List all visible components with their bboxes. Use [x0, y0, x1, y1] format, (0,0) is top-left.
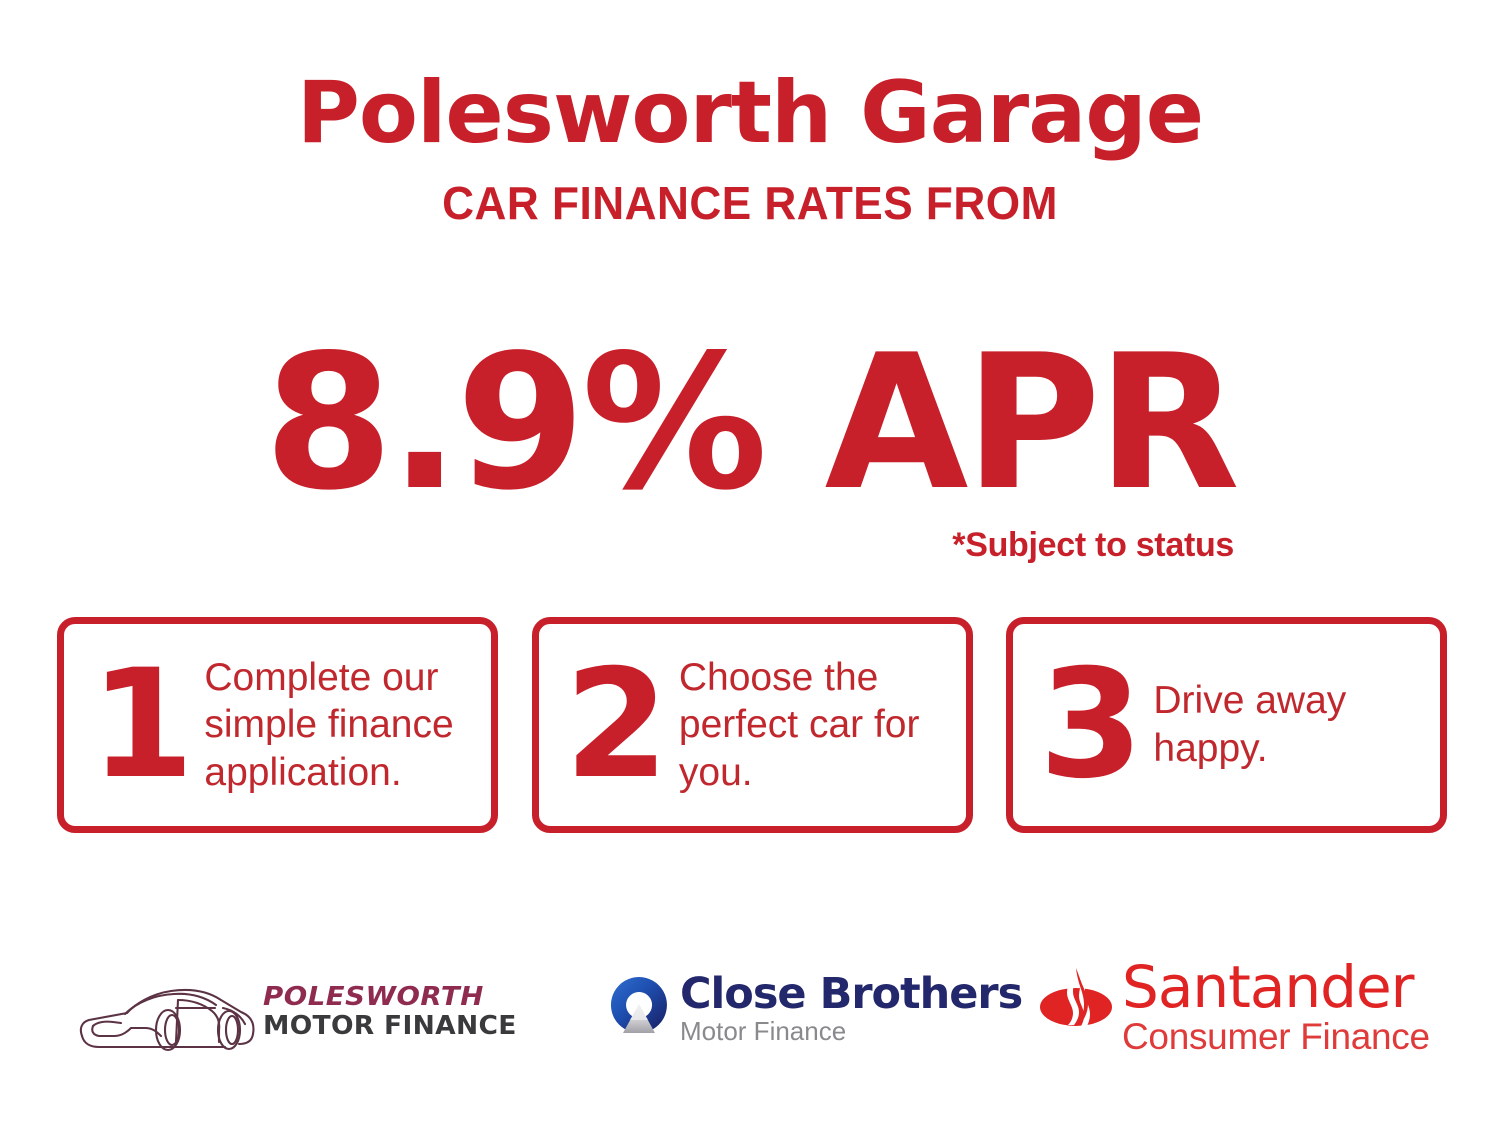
- partner-logos-row: POLESWORTH MOTOR FINANCE: [0, 950, 1500, 1080]
- page-title: Polesworth Garage: [296, 63, 1204, 163]
- close-brothers-wordmark: Close Brothers Motor Finance: [680, 969, 1023, 1046]
- close-brothers-name: Close Brothers: [680, 969, 1023, 1019]
- step-text-3: Drive away happy.: [1153, 679, 1347, 770]
- page-subtitle: CAR FINANCE RATES FROM: [442, 177, 1058, 229]
- polesworth-name: POLESWORTH: [263, 982, 484, 1012]
- partner-logo-polesworth-motor-finance: POLESWORTH MOTOR FINANCE: [75, 964, 516, 1064]
- apr-disclaimer: *Subject to status: [952, 526, 1235, 564]
- partner-logo-santander-consumer-finance: Santander Consumer Finance: [1040, 953, 1440, 1068]
- step-number-1: 1: [90, 638, 194, 812]
- santander-sub: Consumer Finance: [1122, 1016, 1430, 1058]
- step-box-1: 1 Complete our simple finance applicatio…: [57, 617, 498, 833]
- hero-rate-section: 8.9% APR *Subject to status: [0, 330, 1500, 563]
- step-number-3: 3: [1039, 638, 1143, 812]
- step-text-2: Choose the perfect car for you.: [678, 655, 920, 794]
- step-text-1: Complete our simple finance application.: [204, 655, 454, 794]
- step-box-2: 2 Choose the perfect car for you.: [531, 617, 973, 833]
- close-brothers-ring-icon: [608, 974, 670, 1041]
- santander-wordmark: Santander Consumer Finance: [1122, 953, 1430, 1058]
- car-outline-icon: [75, 978, 260, 1061]
- step-number-2: 2: [564, 638, 669, 812]
- partner-logo-close-brothers-motor-finance: Close Brothers Motor Finance: [608, 968, 1023, 1064]
- close-brothers-sub: Motor Finance: [680, 1015, 847, 1046]
- santander-name: Santander: [1122, 953, 1415, 1021]
- apr-rate-value: 8.9% APR: [263, 314, 1240, 531]
- santander-flame-icon: [1040, 966, 1112, 1033]
- polesworth-wordmark: POLESWORTH MOTOR FINANCE: [263, 984, 516, 1039]
- apr-rate-display: 8.9% APR *Subject to status: [264, 330, 1240, 563]
- step-box-3: 3 Drive away happy.: [1006, 617, 1447, 833]
- polesworth-sub: MOTOR FINANCE: [263, 1011, 517, 1041]
- steps-row: 1 Complete our simple finance applicatio…: [57, 617, 1447, 833]
